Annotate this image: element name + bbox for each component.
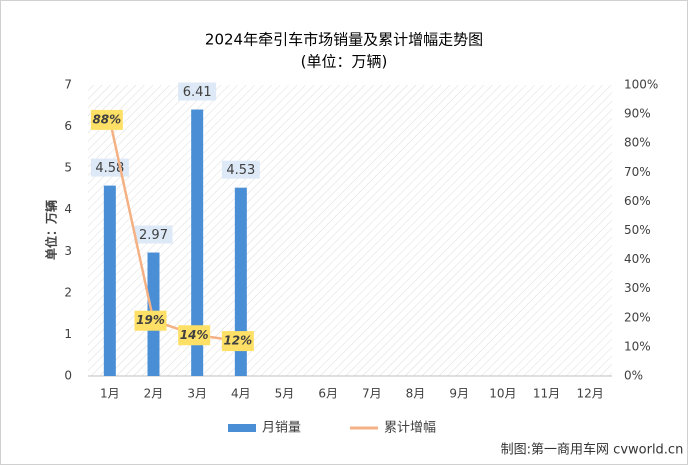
x-tick-label: 4月	[231, 387, 251, 401]
x-tick-label: 12月	[577, 387, 604, 401]
line-label-bg	[178, 325, 211, 346]
y2-tick-label: 10%	[624, 339, 651, 353]
bar-label-bg	[134, 225, 173, 244]
y-tick-label: 0	[64, 369, 72, 383]
y-axis-label: 单位：万辆	[44, 200, 59, 260]
bar	[191, 109, 204, 376]
x-tick-label: 9月	[449, 387, 469, 401]
line-label-bg	[221, 331, 254, 352]
line-label-bg	[90, 109, 123, 130]
bar	[103, 185, 116, 376]
legend-label: 月销量	[262, 421, 301, 436]
line-label: 19%	[136, 313, 165, 327]
y-tick-label: 6	[64, 119, 72, 133]
bar-label: 6.41	[183, 85, 212, 100]
y-tick-label: 5	[64, 161, 72, 175]
y2-tick-label: 50%	[624, 223, 651, 237]
y2-tick-label: 90%	[624, 107, 651, 121]
bar-label: 4.58	[95, 161, 124, 176]
line-label-bg	[134, 310, 167, 331]
x-tick-label: 11月	[533, 387, 560, 401]
x-tick-label: 3月	[187, 387, 207, 401]
legend-label: 累计增幅	[384, 421, 436, 436]
y-tick-label: 7	[64, 78, 72, 92]
y-tick-label: 2	[64, 285, 72, 299]
line	[108, 119, 241, 343]
chart-title: 2024年牵引车市场销量及累计增幅走势图	[205, 31, 483, 49]
x-tick-label: 8月	[406, 387, 426, 401]
x-tick-label: 7月	[362, 387, 382, 401]
x-tick-label: 2月	[144, 387, 164, 401]
x-tick-label: 5月	[275, 387, 295, 401]
line-label: 14%	[180, 328, 209, 342]
y-tick-label: 4	[64, 202, 72, 216]
y-tick-label: 3	[64, 244, 72, 258]
bar	[234, 187, 247, 376]
legend-swatch	[228, 424, 256, 432]
y2-tick-label: 70%	[624, 165, 651, 179]
bar-label-bg	[221, 160, 260, 179]
line-label: 88%	[92, 112, 121, 126]
y-tick-label: 1	[64, 327, 72, 341]
y2-tick-label: 60%	[624, 194, 651, 208]
y2-tick-label: 30%	[624, 281, 651, 295]
chart-subtitle: (单位：万辆)	[301, 53, 388, 71]
x-tick-label: 1月	[100, 387, 120, 401]
bar-label: 4.53	[226, 163, 255, 178]
x-tick-label: 10月	[489, 387, 516, 401]
y2-tick-label: 80%	[624, 136, 651, 150]
x-tick-label: 6月	[318, 387, 338, 401]
line-label: 12%	[223, 334, 252, 348]
bar-label: 2.97	[139, 228, 168, 243]
y2-tick-label: 0%	[624, 369, 643, 383]
source: 制图:第一商用车网 cvworld.cn	[501, 442, 684, 458]
y2-tick-label: 100%	[624, 78, 658, 92]
bar-label-bg	[178, 82, 217, 101]
y2-tick-label: 20%	[624, 310, 651, 324]
y2-tick-label: 40%	[624, 252, 651, 266]
